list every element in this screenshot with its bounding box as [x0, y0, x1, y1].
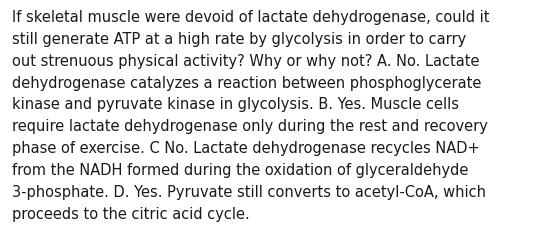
Text: still generate ATP at a high rate by glycolysis in order to carry: still generate ATP at a high rate by gly…: [12, 32, 466, 47]
Text: dehydrogenase catalyzes a reaction between phosphoglycerate: dehydrogenase catalyzes a reaction betwe…: [12, 75, 482, 90]
Text: kinase and pyruvate kinase in glycolysis. B. Yes. Muscle cells: kinase and pyruvate kinase in glycolysis…: [12, 97, 459, 112]
Text: 3-phosphate. D. Yes. Pyruvate still converts to acetyl-CoA, which: 3-phosphate. D. Yes. Pyruvate still conv…: [12, 184, 486, 199]
Text: require lactate dehydrogenase only during the rest and recovery: require lactate dehydrogenase only durin…: [12, 119, 488, 134]
Text: proceeds to the citric acid cycle.: proceeds to the citric acid cycle.: [12, 206, 250, 221]
Text: If skeletal muscle were devoid of lactate dehydrogenase, could it: If skeletal muscle were devoid of lactat…: [12, 10, 490, 25]
Text: from the NADH formed during the oxidation of glyceraldehyde: from the NADH formed during the oxidatio…: [12, 162, 469, 177]
Text: phase of exercise. C No. Lactate dehydrogenase recycles NAD+: phase of exercise. C No. Lactate dehydro…: [12, 140, 480, 156]
Text: out strenuous physical activity? Why or why not? A. No. Lactate: out strenuous physical activity? Why or …: [12, 54, 480, 68]
